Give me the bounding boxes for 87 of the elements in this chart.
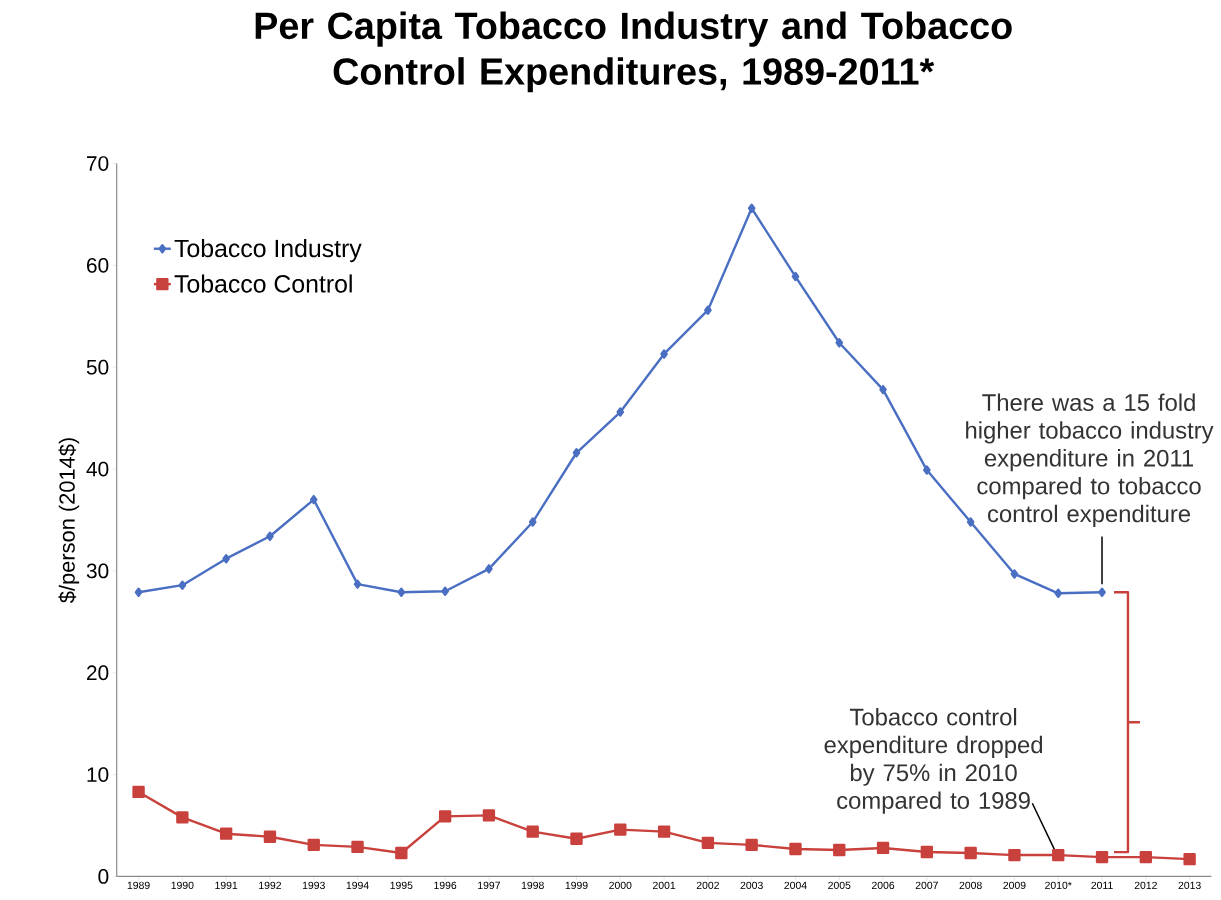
point	[132, 785, 145, 798]
y-axis-title: $/person (2014$)	[58, 437, 80, 603]
x-tick-label: 1995	[390, 881, 413, 889]
point	[1010, 569, 1019, 579]
point	[397, 587, 406, 597]
x-tick-label: 2007	[915, 881, 938, 889]
point	[876, 841, 890, 854]
point	[485, 564, 493, 574]
point	[920, 845, 934, 859]
point	[222, 553, 230, 564]
point	[176, 811, 189, 824]
point	[747, 203, 756, 213]
x-tick-label: 1993	[302, 881, 325, 889]
point	[309, 494, 318, 505]
annotation: There was a 15 fold higher tobacco industry expenditure in 2011 compared to tobacco control expenditure	[966, 393, 1214, 527]
x-tick-label: 2011	[1091, 881, 1113, 889]
point	[1054, 588, 1063, 598]
point	[526, 825, 539, 838]
point	[1183, 852, 1196, 866]
x-tick-label: 1994	[346, 881, 369, 889]
point	[307, 838, 320, 851]
point	[266, 531, 274, 541]
point	[789, 842, 802, 855]
point	[1008, 848, 1021, 862]
point	[134, 587, 143, 597]
y-tick-label: 30	[86, 563, 109, 579]
y-tick-label: 20	[87, 665, 109, 680]
y-tick-label: 0	[98, 868, 109, 884]
x-tick-label: 1999	[565, 881, 588, 889]
point	[966, 517, 975, 527]
x-tick-label: 1997	[478, 881, 500, 889]
point	[791, 271, 800, 282]
point	[482, 808, 496, 822]
y-tick-label: 60	[87, 257, 109, 273]
x-tick-label: 1990	[171, 881, 194, 889]
point	[660, 349, 668, 359]
x-tick-label: 2010*	[1045, 881, 1072, 889]
x-tick-label: 2000	[609, 881, 632, 889]
point	[441, 586, 449, 596]
point	[616, 407, 625, 417]
x-tick-label: 1992	[259, 881, 282, 889]
point	[1052, 848, 1065, 862]
x-tick-label: 2009	[1003, 881, 1026, 889]
x-tick-label: 1989	[127, 881, 150, 889]
point	[1098, 587, 1106, 597]
x-tick-label: 1996	[434, 881, 457, 889]
legend-label: Tobacco Control	[174, 274, 352, 293]
point	[570, 832, 583, 845]
y-tick-label: 10	[87, 767, 109, 782]
point	[657, 825, 671, 838]
x-tick-label: 2008	[959, 881, 982, 889]
x-tick-label: 2004	[784, 881, 807, 889]
x-tick-label: 1991	[215, 881, 238, 889]
point	[351, 840, 364, 853]
chart-title: Per Capita Tobacco Industry and Tobacco Control Expenditures, 1989-2011*	[255, 11, 1012, 93]
point	[923, 465, 931, 475]
point	[1095, 850, 1109, 864]
y-tick-label: 70	[87, 155, 109, 171]
point	[178, 580, 187, 590]
point	[395, 846, 408, 860]
x-tick-label: 2005	[828, 881, 851, 889]
point	[833, 843, 846, 856]
legend-label: Tobacco Industry	[174, 238, 362, 262]
point	[835, 337, 844, 348]
point	[353, 579, 362, 589]
x-tick-label: 2012	[1134, 881, 1157, 889]
y-tick-label: 40	[86, 461, 109, 477]
point	[704, 305, 712, 315]
point	[219, 827, 233, 840]
point	[263, 830, 277, 843]
x-tick-label: 2013	[1178, 881, 1201, 889]
point	[879, 384, 887, 395]
x-tick-label: 2006	[871, 881, 895, 889]
point	[745, 838, 758, 851]
annotation: Tobacco control expenditure dropped by 75% in 2010 compared to 1989	[824, 707, 1043, 814]
x-tick-label: 1998	[521, 881, 544, 889]
y-tick-label: 50	[86, 359, 109, 375]
point	[614, 823, 627, 836]
point	[964, 846, 977, 860]
point	[1139, 850, 1153, 864]
point	[572, 447, 581, 458]
point	[438, 809, 452, 823]
point	[701, 836, 715, 849]
x-tick-label: 2001	[653, 881, 676, 889]
x-tick-label: 2002	[696, 881, 719, 889]
point	[528, 517, 537, 527]
x-tick-label: 2003	[740, 881, 763, 889]
